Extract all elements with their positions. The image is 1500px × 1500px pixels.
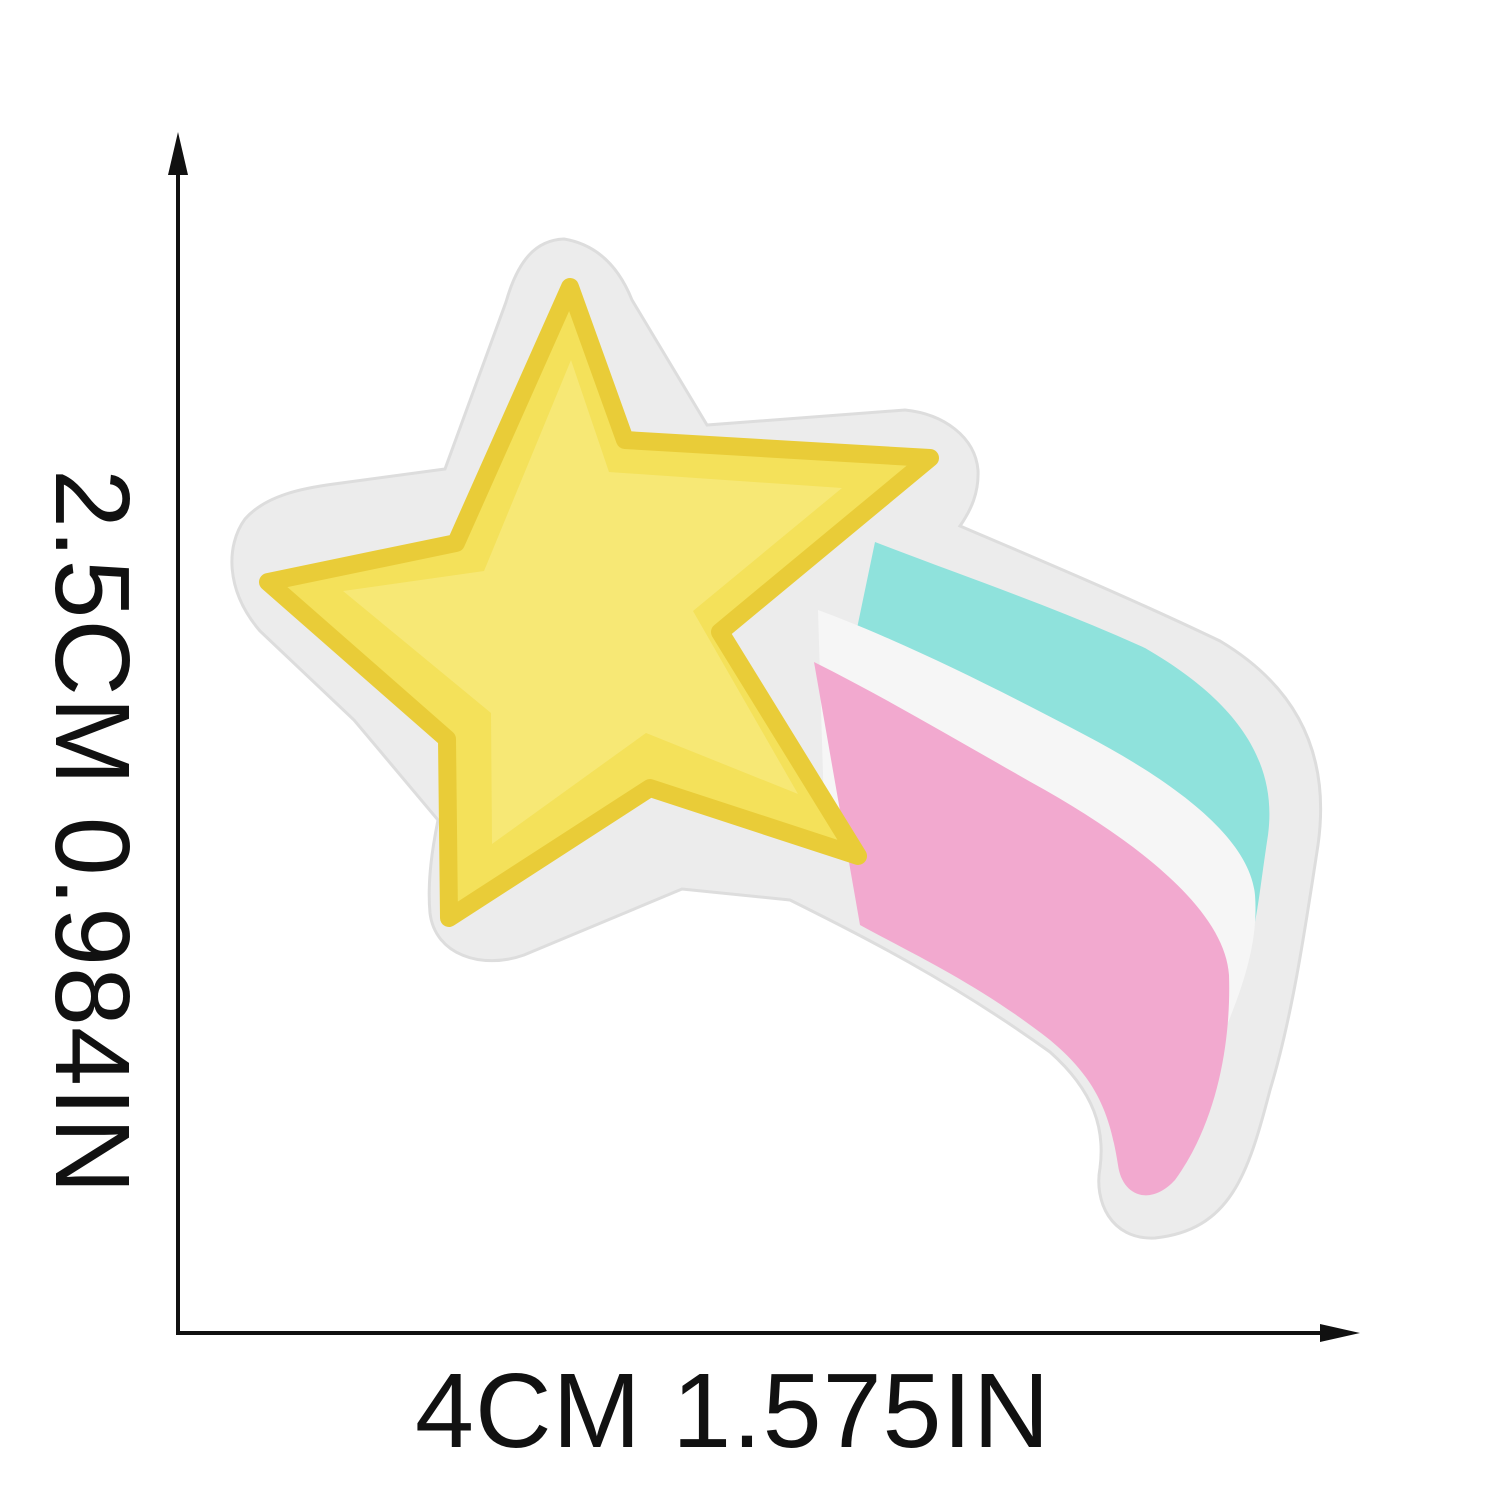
vertical-arrowhead <box>168 132 188 175</box>
height-dimension-label: 2.5CM 0.984IN <box>33 469 151 1195</box>
star-inner-fill <box>343 360 842 844</box>
shooting-star-patch <box>230 237 1323 1240</box>
width-dimension-label: 4CM 1.575IN <box>415 1352 1051 1470</box>
horizontal-arrowhead <box>1320 1324 1360 1342</box>
pink-stripe <box>814 662 1230 1196</box>
measurement-arrows <box>168 132 1360 1342</box>
